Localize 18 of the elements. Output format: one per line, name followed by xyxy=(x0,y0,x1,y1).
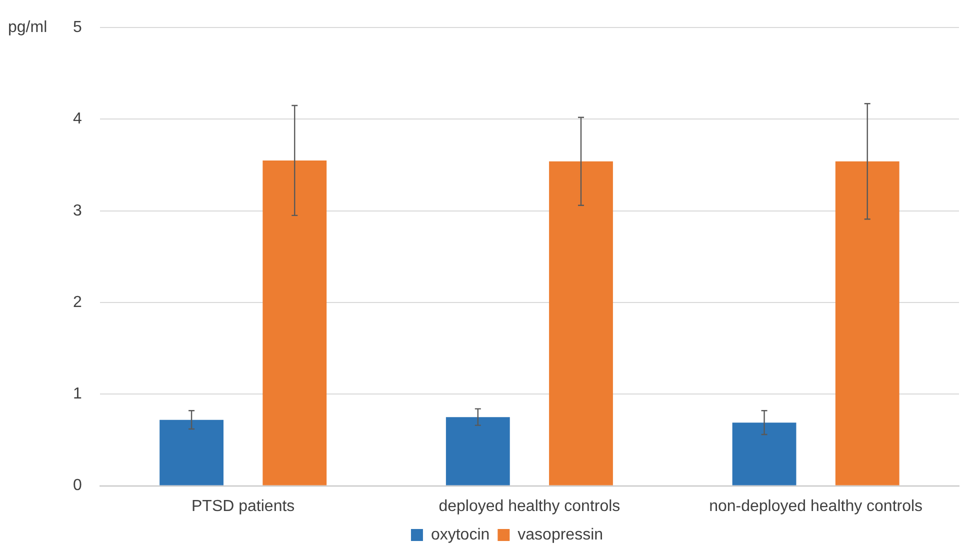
x-tick-label: deployed healthy controls xyxy=(438,498,620,515)
y-axis-title: pg/ml xyxy=(8,19,48,36)
bar xyxy=(446,417,510,486)
bar xyxy=(835,161,900,486)
legend-label: vasopressin xyxy=(518,526,604,544)
bar xyxy=(262,160,327,486)
legend-label: oxytocin xyxy=(430,526,490,544)
y-tick-label: 0 xyxy=(72,477,82,494)
y-tick-label: 2 xyxy=(72,294,82,311)
y-tick-label: 1 xyxy=(72,386,82,403)
y-tick-label: 3 xyxy=(72,202,82,220)
y-tick-label: 5 xyxy=(72,19,82,36)
bar xyxy=(549,161,613,486)
bar xyxy=(732,422,796,486)
bar xyxy=(160,420,224,486)
y-tick-label: 4 xyxy=(72,110,82,128)
x-tick-label: PTSD patients xyxy=(192,498,295,515)
x-tick-label: non-deployed healthy controls xyxy=(709,498,923,515)
